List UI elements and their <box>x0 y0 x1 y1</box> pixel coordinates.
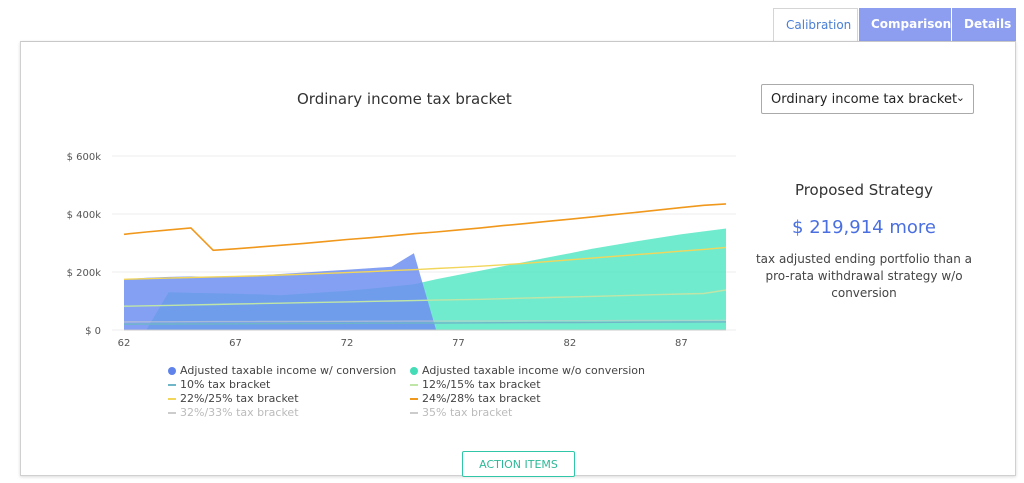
y-tick-label: $ 0 <box>85 326 101 337</box>
legend-item-32-33[interactable]: 32%/33% tax bracket <box>168 406 299 419</box>
action-items-button[interactable]: ACTION ITEMS <box>462 451 575 477</box>
tab-bar: Calibration Comparison Details <box>773 8 1016 41</box>
legend-label: 24%/28% tax bracket <box>422 392 541 405</box>
legend-item-35[interactable]: 35% tax bracket <box>410 406 512 419</box>
legend-marker <box>410 384 418 386</box>
legend-item-12-15[interactable]: 12%/15% tax bracket <box>410 378 541 391</box>
legend-label: Adjusted taxable income w/ conversion <box>180 364 397 377</box>
legend-marker <box>168 412 176 414</box>
strategy-title: Proposed Strategy <box>794 181 934 199</box>
legend-label: 12%/15% tax bracket <box>422 378 541 391</box>
line-series-2 <box>123 321 726 325</box>
legend-marker <box>410 367 418 375</box>
x-tick-label: 72 <box>341 338 354 349</box>
x-tick-label: 82 <box>564 338 577 349</box>
x-tick-label: 67 <box>229 338 242 349</box>
x-tick-label: 62 <box>118 338 131 349</box>
legend-marker <box>168 384 176 386</box>
line-series-3 <box>123 289 727 307</box>
tab-calibration[interactable]: Calibration <box>773 8 858 41</box>
chart-title: Ordinary income tax bracket <box>297 90 512 108</box>
line-series-6 <box>123 319 727 323</box>
x-tick-label: 77 <box>452 338 465 349</box>
chart-type-select[interactable]: Ordinary income tax bracket ⌄ <box>761 84 974 114</box>
legend-marker <box>410 398 418 400</box>
legend-marker <box>410 412 418 414</box>
y-tick-label: $ 600k <box>67 152 102 163</box>
legend-label: 22%/25% tax bracket <box>180 392 299 405</box>
legend-marker <box>168 367 176 375</box>
legend-item-24-28[interactable]: 24%/28% tax bracket <box>410 392 541 405</box>
x-tick-label: 87 <box>675 338 688 349</box>
line-series-4 <box>123 246 727 280</box>
line-series-5 <box>123 203 727 252</box>
legend-label: 10% tax bracket <box>180 378 271 391</box>
legend-item-with-conversion[interactable]: Adjusted taxable income w/ conversion <box>168 364 396 377</box>
y-tick-label: $ 400k <box>67 210 102 221</box>
legend-label: Adjusted taxable income w/o conversion <box>422 364 645 377</box>
select-value: Ordinary income tax bracket <box>771 92 958 107</box>
strategy-value: $ 219,914 more <box>792 217 936 238</box>
tab-details[interactable]: Details <box>952 8 1016 41</box>
area-series-0 <box>124 253 726 330</box>
tab-comparison[interactable]: Comparison <box>859 8 951 41</box>
legend-item-10[interactable]: 10% tax bracket <box>168 378 270 391</box>
y-tick-label: $ 200k <box>67 268 102 279</box>
legend-item-without-conversion[interactable]: Adjusted taxable income w/o conversion <box>410 364 645 377</box>
legend-label: 32%/33% tax bracket <box>180 406 299 419</box>
legend-item-22-25[interactable]: 22%/25% tax bracket <box>168 392 299 405</box>
chevron-down-icon: ⌄ <box>955 91 965 104</box>
legend-label: 35% tax bracket <box>422 406 513 419</box>
legend-marker <box>168 398 176 400</box>
strategy-description: tax adjusted ending portfolio than a pro… <box>755 252 973 300</box>
